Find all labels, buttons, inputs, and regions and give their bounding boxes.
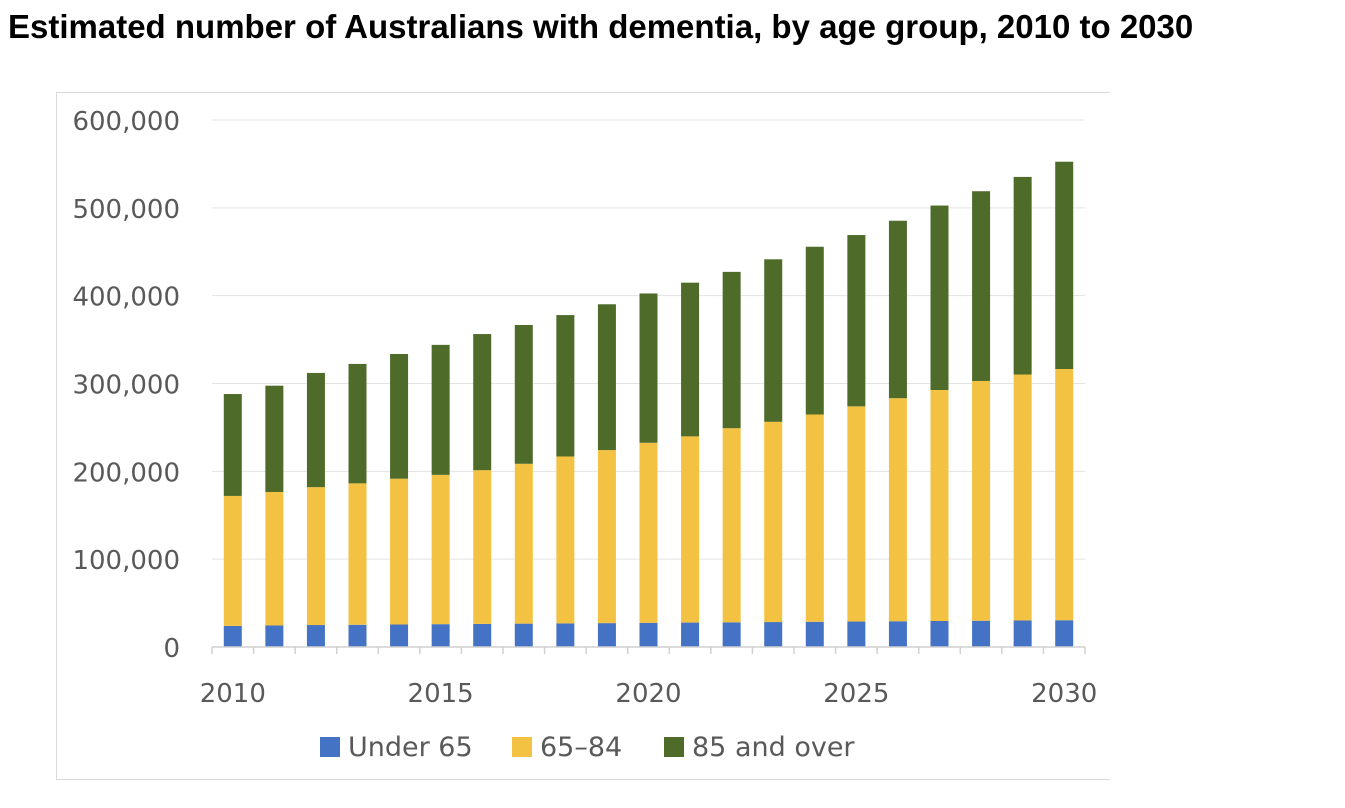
y-tick-label: 200,000 <box>72 458 180 488</box>
legend-swatch-under-65 <box>320 737 340 757</box>
bar-under-65-2014 <box>390 624 409 647</box>
bar-under-65-2012 <box>306 625 325 647</box>
bar-under-65-2025 <box>847 621 866 647</box>
bar-85-and-over-2023 <box>764 259 783 422</box>
bar-under-65-2010 <box>223 625 242 647</box>
bar-65-84-2011 <box>265 491 284 626</box>
bar-85-and-over-2022 <box>722 271 741 429</box>
x-tick-label: 2015 <box>408 679 474 709</box>
bar-under-65-2026 <box>888 621 907 647</box>
x-axis <box>211 646 1086 654</box>
bar-65-84-2022 <box>722 428 741 623</box>
bar-85-and-over-2014 <box>390 353 409 479</box>
bar-85-and-over-2021 <box>681 282 700 437</box>
bar-under-65-2030 <box>1055 620 1074 647</box>
bar-85-and-over-2027 <box>930 205 949 390</box>
bar-under-65-2013 <box>348 624 367 647</box>
legend-swatch-85-and-over <box>664 737 684 757</box>
y-tick-label: 300,000 <box>72 371 180 401</box>
bar-under-65-2016 <box>473 623 492 647</box>
x-tick-label: 2010 <box>200 679 266 709</box>
bar-85-and-over-2029 <box>1013 176 1032 375</box>
bar-65-84-2030 <box>1055 369 1074 621</box>
x-tick-label: 2025 <box>823 679 889 709</box>
bar-65-84-2014 <box>390 478 409 625</box>
chart-frame <box>56 92 1110 780</box>
bar-85-and-over-2017 <box>514 325 533 464</box>
bar-85-and-over-2026 <box>888 220 907 399</box>
bar-85-and-over-2030 <box>1055 161 1074 370</box>
bar-65-84-2027 <box>930 389 949 622</box>
bar-85-and-over-2019 <box>597 304 616 451</box>
y-tick-label: 500,000 <box>72 195 180 225</box>
bar-65-84-2016 <box>473 470 492 624</box>
bar-65-84-2025 <box>847 406 866 622</box>
bar-85-and-over-2011 <box>265 385 284 492</box>
y-axis-labels: 0 100,000 200,000 300,000 400,000 500,000 600,… <box>72 107 180 664</box>
bar-85-and-over-2010 <box>223 394 242 496</box>
legend-label-65-84: 65–84 <box>540 732 622 763</box>
bar-85-and-over-2012 <box>306 372 325 488</box>
y-tick-label: 400,000 <box>72 283 180 313</box>
bar-65-84-2029 <box>1013 374 1032 621</box>
y-tick-label: 100,000 <box>72 546 180 576</box>
bar-65-84-2017 <box>514 463 533 624</box>
bar-85-and-over-2025 <box>847 235 866 407</box>
bar-65-84-2012 <box>306 487 325 626</box>
bar-65-84-2026 <box>888 398 907 622</box>
bar-under-65-2022 <box>722 622 741 647</box>
y-tick-label: 0 <box>163 634 180 664</box>
bar-65-84-2024 <box>805 414 824 622</box>
bar-85-and-over-2013 <box>348 363 367 484</box>
bar-85-and-over-2018 <box>556 315 575 457</box>
bar-under-65-2021 <box>681 622 700 647</box>
bar-65-84-2021 <box>681 436 700 623</box>
y-tick-label: 600,000 <box>72 107 180 137</box>
legend-swatch-65-84 <box>512 737 532 757</box>
bar-85-and-over-2016 <box>473 334 492 471</box>
bar-65-84-2018 <box>556 456 575 624</box>
bar-65-84-2019 <box>597 450 616 624</box>
bar-under-65-2028 <box>972 620 991 647</box>
bar-65-84-2023 <box>764 421 783 623</box>
bar-85-and-over-2015 <box>431 344 450 475</box>
bar-under-65-2027 <box>930 621 949 647</box>
bar-under-65-2015 <box>431 624 450 647</box>
bar-85-and-over-2020 <box>639 293 658 443</box>
page-title: Estimated number of Australians with dem… <box>8 8 1194 45</box>
bar-under-65-2023 <box>764 622 783 647</box>
bar-65-84-2028 <box>972 380 991 621</box>
bar-under-65-2024 <box>805 621 824 647</box>
bar-65-84-2013 <box>348 483 367 625</box>
bar-under-65-2029 <box>1013 620 1032 647</box>
bar-under-65-2011 <box>265 625 284 647</box>
bar-under-65-2020 <box>639 622 658 647</box>
x-tick-label: 2020 <box>615 679 681 709</box>
bar-85-and-over-2028 <box>972 191 991 381</box>
bar-65-84-2015 <box>431 474 450 625</box>
bar-85-and-over-2024 <box>805 246 824 415</box>
legend-label-under-65: Under 65 <box>348 732 473 763</box>
bar-65-84-2010 <box>223 495 242 626</box>
legend-label-85-and-over: 85 and over <box>692 732 855 763</box>
bar-under-65-2019 <box>597 623 616 647</box>
bar-65-84-2020 <box>639 442 658 623</box>
x-axis-labels: 2010 2015 2020 2025 2030 <box>200 679 1098 709</box>
bars <box>223 161 1074 647</box>
legend: Under 65 65–84 85 and over <box>320 732 855 763</box>
x-tick-label: 2030 <box>1031 679 1097 709</box>
bar-under-65-2018 <box>556 623 575 647</box>
bar-under-65-2017 <box>514 623 533 647</box>
